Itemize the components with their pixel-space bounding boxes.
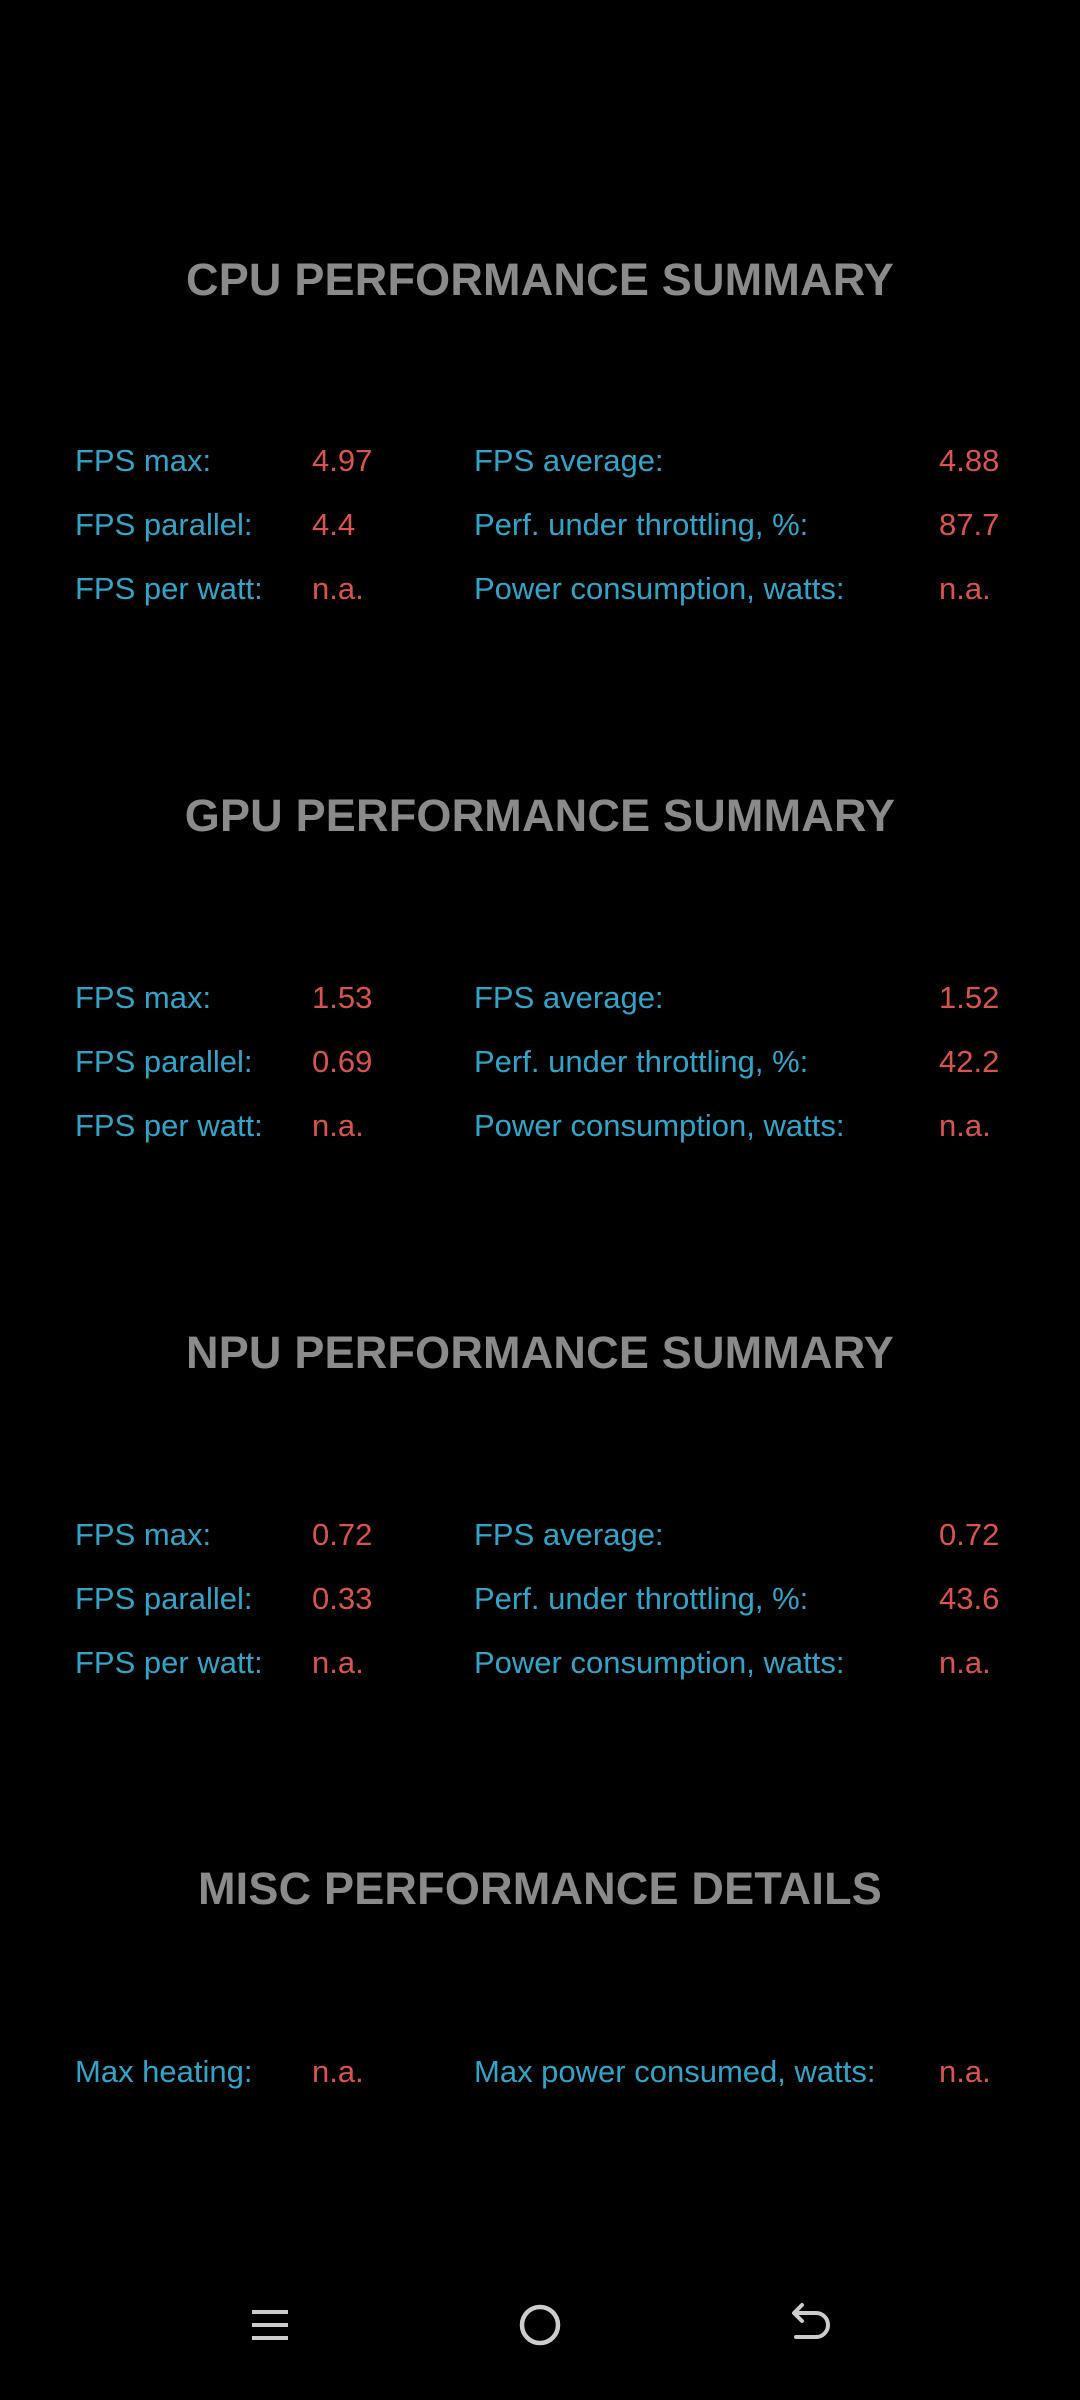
metric-value: 0.33 <box>312 1581 373 1616</box>
metric-value: 0.69 <box>312 1044 373 1079</box>
metric-value: 4.4 <box>312 507 356 542</box>
metric-value: 0.72 <box>939 1517 1000 1552</box>
metric-label: FPS per watt: <box>75 1645 263 1680</box>
metric-value: 0.72 <box>312 1517 373 1552</box>
metric-label: Perf. under throttling, %: <box>474 507 809 542</box>
metric-value: n.a. <box>939 1108 991 1143</box>
metric-value: 87.7 <box>939 507 1000 542</box>
metric-value: n.a. <box>939 1645 991 1680</box>
metric-value: 42.2 <box>939 1044 1000 1079</box>
metric-label: FPS parallel: <box>75 507 253 542</box>
summary-row: FPS parallel: 0.69 Perf. under throttlin… <box>0 1037 1080 1087</box>
metric-label: Power consumption, watts: <box>474 1108 845 1143</box>
metric-label: FPS per watt: <box>75 1108 263 1143</box>
menu-lines-icon <box>252 2310 288 2340</box>
metric-value: 4.97 <box>312 443 373 478</box>
system-navigation-bar <box>0 2280 1080 2370</box>
metric-label: FPS parallel: <box>75 1581 253 1616</box>
back-arrow-icon <box>792 2303 830 2339</box>
metric-label: Power consumption, watts: <box>474 1645 845 1680</box>
section-title: CPU PERFORMANCE SUMMARY <box>186 254 894 305</box>
metric-value: 1.53 <box>312 980 373 1015</box>
home-button[interactable] <box>495 2280 585 2370</box>
metric-label: FPS max: <box>75 980 212 1015</box>
metric-label: FPS max: <box>75 1517 212 1552</box>
metric-label: FPS parallel: <box>75 1044 253 1079</box>
metric-label: FPS average: <box>474 1517 664 1552</box>
metric-value: 43.6 <box>939 1581 1000 1616</box>
metric-value: n.a. <box>939 571 991 606</box>
metric-label: Max power consumed, watts: <box>474 2054 876 2089</box>
metric-value: n.a. <box>939 2054 991 2089</box>
section-title: NPU PERFORMANCE SUMMARY <box>186 1327 894 1378</box>
summary-row: Max heating: n.a. Max power consumed, wa… <box>0 2047 1080 2097</box>
summary-row: FPS per watt: n.a. Power consumption, wa… <box>0 1101 1080 1151</box>
summary-row: FPS max: 0.72 FPS average: 0.72 <box>0 1510 1080 1560</box>
summary-row: FPS max: 4.97 FPS average: 4.88 <box>0 436 1080 486</box>
recents-button[interactable] <box>225 2280 315 2370</box>
metric-label: FPS max: <box>75 443 212 478</box>
metric-label: FPS per watt: <box>75 571 263 606</box>
metric-value: n.a. <box>312 571 364 606</box>
section-title: MISC PERFORMANCE DETAILS <box>198 1863 882 1914</box>
summary-row: FPS parallel: 0.33 Perf. under throttlin… <box>0 1574 1080 1624</box>
summary-row: FPS per watt: n.a. Power consumption, wa… <box>0 564 1080 614</box>
summary-row: FPS per watt: n.a. Power consumption, wa… <box>0 1638 1080 1688</box>
metric-label: Perf. under throttling, %: <box>474 1044 809 1079</box>
metric-label: FPS average: <box>474 980 664 1015</box>
section-title: GPU PERFORMANCE SUMMARY <box>184 790 896 841</box>
metric-value: n.a. <box>312 1108 364 1143</box>
summary-row: FPS max: 1.53 FPS average: 1.52 <box>0 973 1080 1023</box>
metric-value: 1.52 <box>939 980 1000 1015</box>
back-button[interactable] <box>765 2280 855 2370</box>
metric-label: Perf. under throttling, %: <box>474 1581 809 1616</box>
circle-home-icon <box>519 2304 561 2346</box>
summary-row: FPS parallel: 4.4 Perf. under throttling… <box>0 500 1080 550</box>
metric-value: 4.88 <box>939 443 1000 478</box>
metric-label: FPS average: <box>474 443 664 478</box>
metric-value: n.a. <box>312 1645 364 1680</box>
metric-label: Power consumption, watts: <box>474 571 845 606</box>
metric-label: Max heating: <box>75 2054 253 2089</box>
metric-value: n.a. <box>312 2054 364 2089</box>
